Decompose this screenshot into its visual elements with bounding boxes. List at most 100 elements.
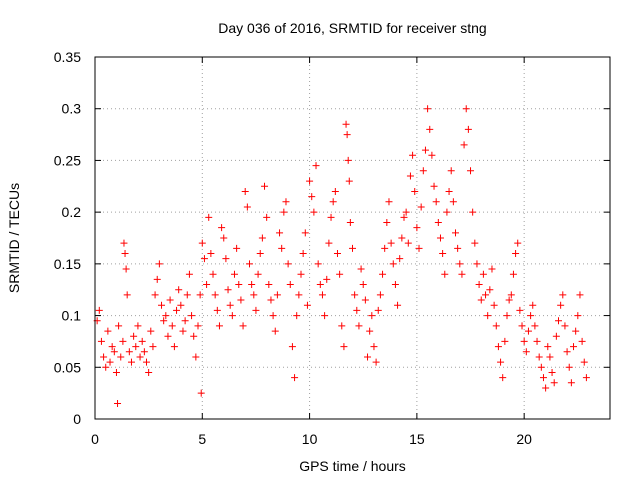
data-point: [130, 332, 138, 340]
data-point: [464, 125, 472, 133]
y-tick-label: 0.35: [54, 49, 81, 65]
data-point: [153, 275, 161, 283]
data-point: [233, 244, 241, 252]
data-point: [578, 337, 586, 345]
data-point: [112, 368, 120, 376]
data-point: [198, 239, 206, 247]
data-point: [102, 363, 110, 371]
x-tick-label: 10: [302, 431, 318, 447]
data-point: [213, 306, 221, 314]
data-point: [576, 291, 584, 299]
data-point: [336, 270, 344, 278]
data-point: [297, 270, 305, 278]
data-point: [359, 281, 367, 289]
data-point: [117, 353, 125, 361]
plot-frame: [94, 56, 611, 420]
data-point: [509, 270, 517, 278]
data-point: [443, 208, 451, 216]
data-point: [544, 343, 552, 351]
data-point: [344, 156, 352, 164]
x-axis-label: GPS time / hours: [299, 458, 406, 474]
data-point: [535, 353, 543, 361]
data-point: [276, 229, 284, 237]
data-point: [452, 229, 459, 237]
data-point: [518, 322, 526, 330]
data-point: [398, 234, 406, 242]
data-point: [254, 270, 262, 278]
data-point: [293, 312, 301, 320]
data-point: [239, 322, 247, 330]
data-point: [224, 286, 232, 294]
data-point: [280, 208, 288, 216]
data-point: [291, 374, 299, 382]
data-point: [306, 177, 314, 185]
data-point: [563, 348, 571, 356]
data-point: [580, 358, 588, 366]
data-point: [370, 343, 378, 351]
x-tick-label: 15: [409, 431, 425, 447]
data-point: [376, 291, 384, 299]
data-point: [419, 167, 427, 175]
data-point: [181, 317, 189, 325]
data-point: [522, 348, 530, 356]
data-point: [284, 260, 292, 268]
data-point: [97, 337, 105, 345]
data-point: [318, 291, 326, 299]
data-point: [123, 291, 131, 299]
data-point: [218, 224, 226, 232]
data-point: [340, 343, 348, 351]
data-point: [134, 322, 142, 330]
data-point: [122, 265, 130, 273]
data-point: [447, 167, 455, 175]
data-point: [220, 234, 228, 242]
data-point: [145, 368, 153, 376]
y-tick-label: 0.3: [62, 101, 82, 117]
data-point: [482, 291, 490, 299]
data-point: [228, 312, 236, 320]
data-point: [325, 239, 333, 247]
data-point: [273, 291, 281, 299]
data-point: [282, 198, 290, 206]
data-point: [462, 105, 470, 113]
data-point: [520, 337, 528, 345]
data-point: [471, 239, 479, 247]
data-point: [582, 374, 590, 382]
y-tick-label: 0: [73, 411, 81, 427]
data-point: [177, 301, 185, 309]
data-point: [194, 322, 202, 330]
data-point: [364, 353, 372, 361]
data-point: [533, 337, 541, 345]
data-point: [301, 229, 309, 237]
data-point: [95, 306, 103, 314]
data-point: [349, 244, 356, 252]
data-point: [490, 301, 498, 309]
data-point: [108, 343, 116, 351]
data-point: [207, 250, 215, 258]
data-point: [252, 306, 260, 314]
data-point: [316, 281, 324, 289]
data-point: [246, 260, 253, 268]
data-point: [355, 322, 363, 330]
data-point: [460, 141, 468, 149]
data-point: [492, 322, 500, 330]
data-point: [473, 260, 481, 268]
data-point: [409, 151, 417, 159]
data-point: [205, 213, 213, 221]
data-point: [269, 312, 277, 320]
data-point: [170, 343, 178, 351]
data-point: [197, 389, 205, 397]
data-point: [338, 322, 346, 330]
data-point: [555, 317, 562, 325]
data-point: [263, 213, 271, 221]
data-point: [357, 265, 365, 273]
data-point: [361, 296, 369, 304]
data-point: [415, 244, 423, 252]
data-point: [203, 281, 211, 289]
data-point: [271, 327, 279, 335]
data-point: [385, 198, 393, 206]
data-point: [572, 327, 580, 335]
y-tick-label: 0.1: [62, 308, 82, 324]
data-point: [383, 218, 391, 226]
data-point: [372, 358, 380, 366]
